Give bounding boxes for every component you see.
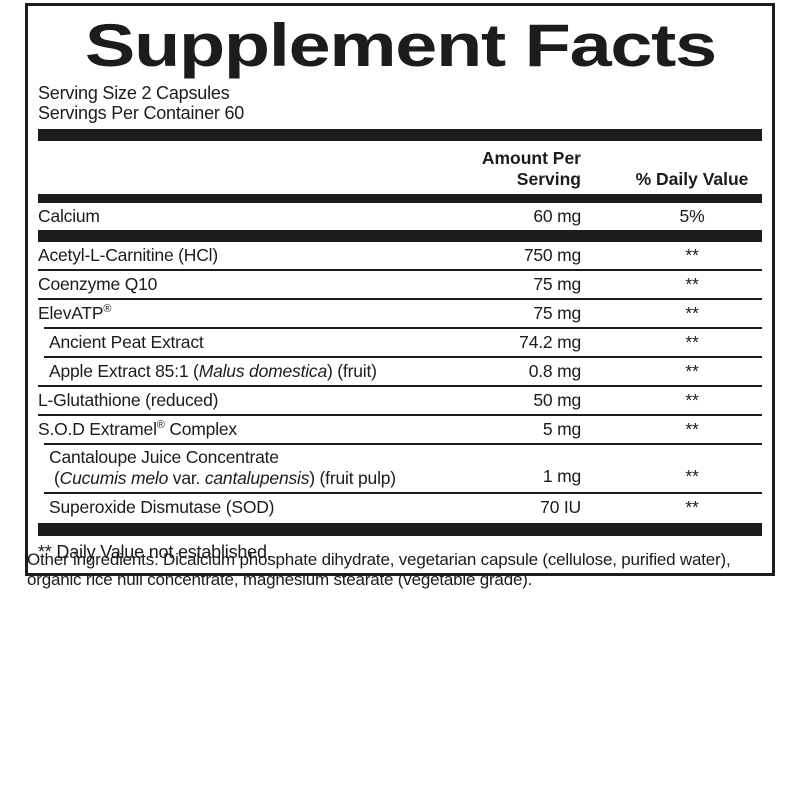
- other-ingredients: Other ingredients: Dicalcium phosphate d…: [27, 550, 787, 589]
- amount-value: 50 mg: [533, 389, 581, 410]
- row-divider: [38, 269, 762, 271]
- ingredient-name: Ancient Peat Extract: [49, 331, 204, 352]
- amount-value: 75 mg: [533, 302, 581, 323]
- ingredient-row: Cantaloupe Juice Concentrate (Cucumis mel…: [38, 445, 762, 492]
- row-divider: [38, 298, 762, 300]
- dv-value: **: [685, 331, 699, 352]
- ingredient-name: Coenzyme Q10: [38, 273, 158, 294]
- panel-title: Supplement Facts: [38, 9, 762, 83]
- dv-value: **: [685, 418, 699, 439]
- dv-value: **: [685, 389, 699, 410]
- table-header-row: Amount Per Serving % Daily Value: [38, 141, 762, 194]
- header-percent-daily-value: % Daily Value: [635, 169, 749, 189]
- amount-value: 74.2 mg: [519, 331, 581, 352]
- ingredient-rows: Acetyl-L-Carnitine (HCl) 750 mg ** Coenzyme…: [38, 242, 762, 521]
- ingredient-name: Cantaloupe Juice Concentrate (Cucumis mel…: [49, 447, 396, 488]
- divider-under-header: [38, 194, 762, 203]
- amount-value: 60 mg: [533, 205, 581, 226]
- ingredient-name: Calcium: [38, 205, 100, 226]
- panel-title-text: Supplement Facts: [84, 12, 717, 79]
- ingredient-row: Ancient Peat Extract 74.2 mg **: [38, 329, 762, 356]
- row-divider: [44, 492, 762, 494]
- header-amount-per-serving: Amount Per Serving: [481, 148, 581, 189]
- ingredient-row: Superoxide Dismutase (SOD) 70 IU **: [38, 494, 762, 521]
- daily-value-footnote: ** Daily Value not established.: [38, 542, 272, 562]
- ingredient-name: L-Glutathione (reduced): [38, 389, 219, 410]
- dv-value: 5%: [679, 205, 705, 226]
- row-divider: [44, 443, 762, 445]
- ingredient-row: ElevATP® 75 mg **: [38, 300, 762, 327]
- amount-value: 5 mg: [542, 418, 581, 439]
- other-ingredients-line: organic rice hull concentrate, magnesium…: [27, 569, 533, 589]
- dv-value: **: [685, 244, 699, 265]
- amount-value: 750 mg: [523, 244, 581, 265]
- ingredient-row: Acetyl-L-Carnitine (HCl) 750 mg **: [38, 242, 762, 269]
- ingredient-name: Superoxide Dismutase (SOD): [49, 496, 275, 517]
- dv-value: **: [685, 302, 699, 323]
- dv-value: **: [685, 360, 699, 381]
- ingredient-row-calcium: Calcium 60 mg 5%: [38, 203, 762, 230]
- supplement-facts-panel: Supplement Facts Serving Size 2 Capsules…: [25, 3, 775, 576]
- divider-thick-mid: [38, 230, 762, 242]
- divider-thick-top: [38, 129, 762, 141]
- ingredient-name: S.O.D Extramel® Complex: [38, 418, 237, 439]
- divider-thick-bottom: [38, 523, 762, 536]
- amount-value: 75 mg: [533, 273, 581, 294]
- dv-value: **: [685, 273, 699, 294]
- row-divider: [38, 385, 762, 387]
- amount-value: 1 mg: [542, 466, 581, 486]
- ingredient-name: Acetyl-L-Carnitine (HCl): [38, 244, 218, 265]
- row-divider: [44, 327, 762, 329]
- amount-value: 0.8 mg: [528, 360, 582, 381]
- row-divider: [38, 414, 762, 416]
- ingredient-row: Coenzyme Q10 75 mg **: [38, 271, 762, 298]
- row-divider: [44, 356, 762, 358]
- ingredient-row: S.O.D Extramel® Complex 5 mg **: [38, 416, 762, 443]
- serving-size-text: Serving Size 2 Capsules: [38, 83, 230, 103]
- ingredient-row: Apple Extract 85:1 (Malus domestica) (fr…: [38, 358, 762, 385]
- servings-per-container-text: Servings Per Container 60: [38, 103, 245, 123]
- dv-value: **: [685, 466, 699, 486]
- dv-value: **: [685, 496, 699, 517]
- ingredient-row: L-Glutathione (reduced) 50 mg **: [38, 387, 762, 414]
- ingredient-name: ElevATP®: [38, 302, 112, 323]
- ingredient-name: Apple Extract 85:1 (Malus domestica) (fr…: [49, 360, 377, 381]
- other-ingredients-line: Other ingredients: Dicalcium phosphate d…: [27, 550, 731, 569]
- amount-value: 70 IU: [540, 496, 581, 517]
